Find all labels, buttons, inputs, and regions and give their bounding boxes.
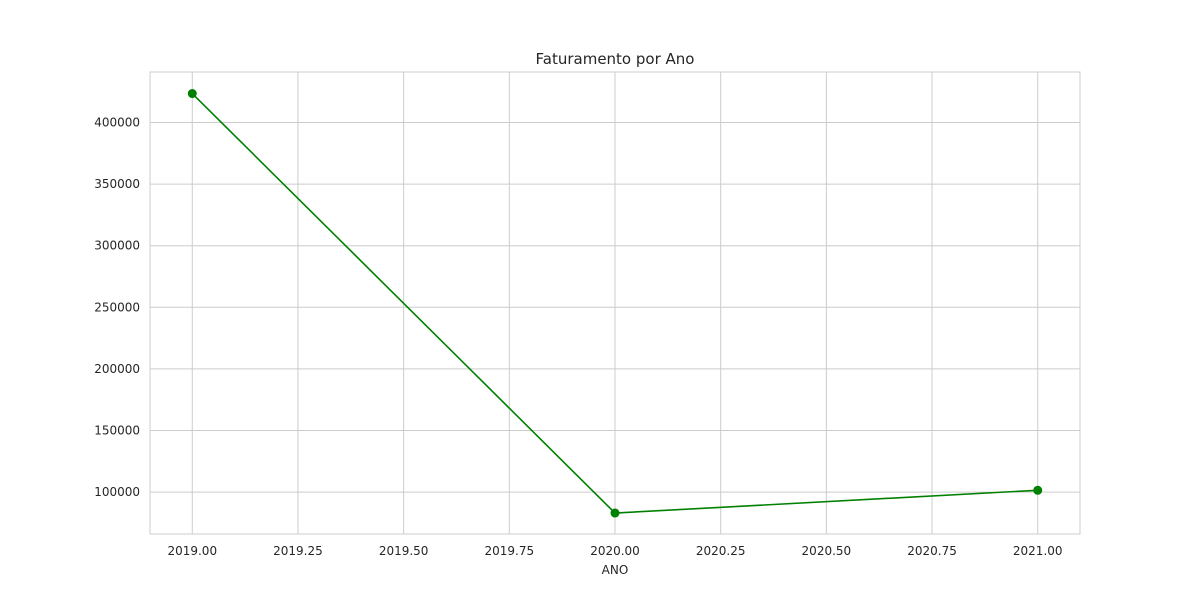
y-tick-label: 400000: [94, 116, 140, 130]
chart-title: Faturamento por Ano: [536, 50, 695, 68]
x-axis-label: ANO: [602, 563, 629, 577]
data-point-marker: [1033, 485, 1043, 495]
x-tick-label: 2020.00: [590, 544, 640, 558]
y-tick-label: 350000: [94, 177, 140, 191]
y-tick-label: 300000: [94, 239, 140, 253]
plot-area-frame: [149, 71, 1081, 535]
x-tick-label: 2019.75: [485, 544, 535, 558]
x-tick-label: 2019.50: [379, 544, 429, 558]
x-tick-label: 2019.25: [273, 544, 323, 558]
x-tick-label: 2020.75: [907, 544, 957, 558]
grid-lines: [150, 72, 1080, 534]
x-axis-ticks: 2019.00 2019.25 2019.50 2019.75 2020.00 2020.…: [167, 544, 1062, 558]
x-tick-label: 2020.50: [802, 544, 852, 558]
data-point-marker: [610, 508, 620, 518]
x-tick-label: 2021.00: [1013, 544, 1063, 558]
y-tick-label: 250000: [94, 300, 140, 314]
y-tick-label: 200000: [94, 362, 140, 376]
x-tick-label: 2020.25: [696, 544, 746, 558]
y-axis-ticks: 100000 150000 200000 250000 300000 350000 4000…: [94, 116, 140, 500]
x-tick-label: 2019.00: [167, 544, 217, 558]
data-point-marker: [187, 89, 197, 99]
y-tick-label: 150000: [94, 424, 140, 438]
series-layer: [187, 89, 1043, 518]
y-tick-label: 100000: [94, 485, 140, 499]
